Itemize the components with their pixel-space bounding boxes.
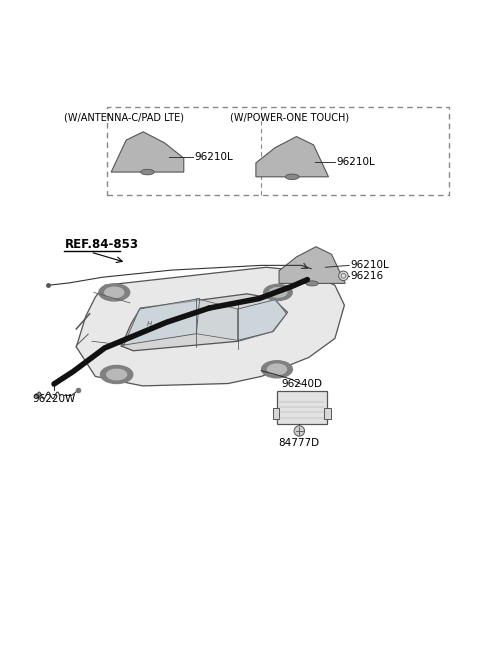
Text: 96210L: 96210L (336, 157, 375, 167)
Ellipse shape (267, 364, 287, 375)
Ellipse shape (141, 169, 154, 175)
Polygon shape (279, 247, 345, 283)
Ellipse shape (262, 361, 292, 378)
Ellipse shape (264, 284, 292, 300)
Polygon shape (124, 298, 200, 345)
Text: 96210L: 96210L (350, 260, 389, 270)
Circle shape (294, 426, 304, 436)
Circle shape (339, 271, 348, 281)
Ellipse shape (107, 369, 127, 380)
Ellipse shape (105, 287, 124, 298)
FancyBboxPatch shape (276, 390, 327, 424)
Text: 96216: 96216 (350, 271, 384, 281)
Ellipse shape (306, 281, 318, 286)
Ellipse shape (99, 284, 130, 301)
Polygon shape (196, 298, 238, 340)
Polygon shape (238, 300, 287, 340)
FancyBboxPatch shape (324, 408, 331, 419)
Text: (W/POWER-ONE TOUCH): (W/POWER-ONE TOUCH) (230, 112, 349, 122)
Polygon shape (256, 136, 328, 177)
Text: (W/ANTENNA-C/PAD LTE): (W/ANTENNA-C/PAD LTE) (64, 112, 184, 122)
Polygon shape (76, 267, 344, 386)
Polygon shape (111, 132, 184, 172)
Ellipse shape (285, 174, 299, 180)
Ellipse shape (100, 365, 133, 384)
Text: REF.84-853: REF.84-853 (64, 239, 138, 251)
Polygon shape (121, 294, 288, 351)
Text: 96220W: 96220W (32, 394, 75, 404)
FancyBboxPatch shape (273, 408, 279, 419)
Text: 96240D: 96240D (281, 379, 322, 389)
Text: 84777D: 84777D (279, 438, 320, 448)
Ellipse shape (269, 288, 287, 297)
Text: H: H (147, 321, 153, 327)
Text: 96210L: 96210L (194, 152, 233, 162)
